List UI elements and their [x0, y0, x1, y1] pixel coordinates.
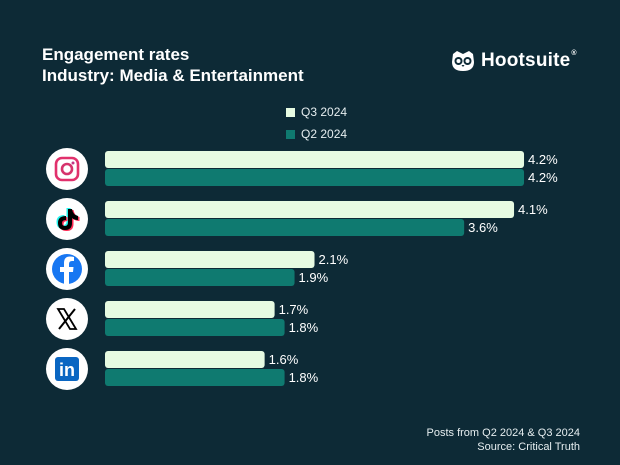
data-label-x-q2: 1.8% — [289, 320, 319, 335]
chart-footer: Posts from Q2 2024 & Q3 2024 Source: Cri… — [427, 426, 580, 454]
bar-facebook-q2 — [105, 269, 295, 286]
data-label-tiktok-q3: 4.1% — [518, 202, 548, 217]
x-icon — [56, 308, 78, 330]
bar-instagram-q3 — [105, 151, 525, 168]
bar-linkedin-q2 — [105, 369, 285, 386]
data-label-tiktok-q2: 3.6% — [468, 220, 498, 235]
bar-tiktok-q2 — [105, 219, 465, 236]
facebook-icon — [52, 254, 82, 284]
linkedin-icon: in — [55, 357, 79, 381]
instagram-icon — [54, 156, 80, 182]
legend-label-q3: Q3 2024 — [301, 105, 348, 119]
data-label-facebook-q3: 2.1% — [319, 252, 349, 267]
legend-label-q2: Q2 2024 — [301, 127, 348, 141]
owl-icon — [452, 51, 474, 71]
legend-item-q2: Q2 2024 — [286, 125, 347, 143]
legend-swatch-q2 — [286, 129, 295, 139]
chart-title: Engagement rates Industry: Media & Enter… — [42, 44, 304, 86]
bar-instagram-q2 — [105, 169, 525, 186]
data-label-linkedin-q2: 1.8% — [289, 370, 319, 385]
chart-legend: Q3 2024 Q2 2024 — [286, 103, 347, 147]
brand-name: Hootsuite® — [481, 50, 577, 71]
bar-x-q2 — [105, 319, 285, 336]
data-label-linkedin-q3: 1.6% — [269, 352, 299, 367]
chart-title-line1: Engagement rates — [42, 45, 190, 64]
brand-logo: Hootsuite® — [450, 50, 577, 72]
bar-x-q3 — [105, 301, 275, 318]
data-label-facebook-q2: 1.9% — [299, 270, 329, 285]
svg-text:in: in — [59, 360, 75, 380]
data-label-instagram-q2: 4.2% — [528, 170, 558, 185]
data-label-instagram-q3: 4.2% — [528, 152, 558, 167]
legend-swatch-q3 — [286, 107, 295, 117]
bar-linkedin-q3 — [105, 351, 265, 368]
footnote-source: Source: Critical Truth — [477, 441, 580, 453]
data-label-x-q3: 1.7% — [279, 302, 309, 317]
bar-facebook-q3 — [105, 251, 315, 268]
tiktok-icon — [56, 208, 80, 231]
platform-icon-bg — [46, 148, 88, 190]
bar-tiktok-q3 — [105, 201, 515, 218]
footnote-period: Posts from Q2 2024 & Q3 2024 — [426, 427, 580, 439]
legend-item-q3: Q3 2024 — [286, 103, 347, 121]
chart-subtitle: Industry: Media & Entertainment — [42, 66, 304, 85]
